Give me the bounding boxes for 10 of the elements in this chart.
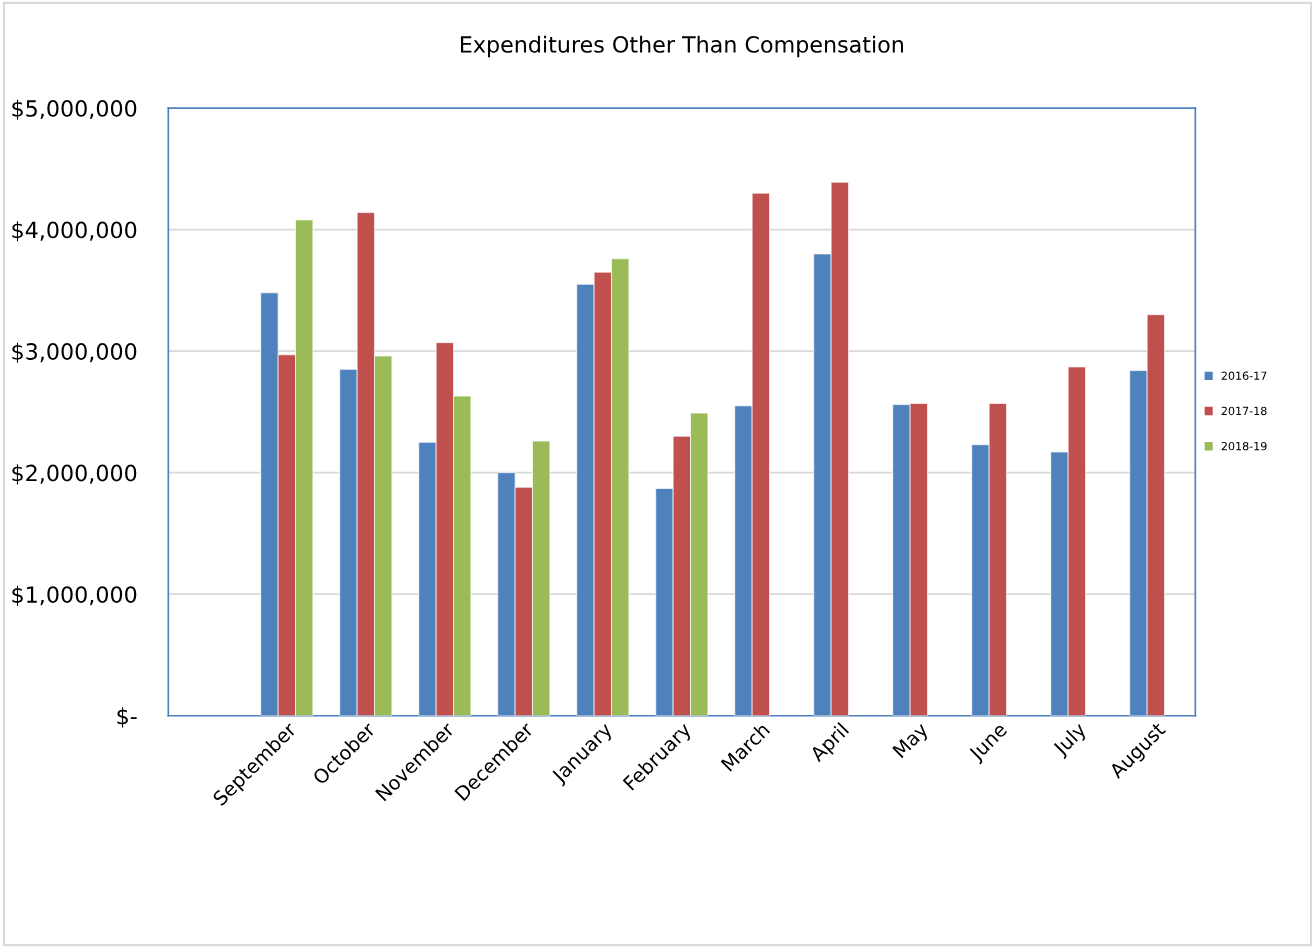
y-tick-label: $5,000,000 <box>12 99 137 120</box>
y-tick-label: $1,000,000 <box>12 585 137 606</box>
y-tick-label: $4,000,000 <box>12 221 137 242</box>
y-tick-label: $2,000,000 <box>12 464 137 485</box>
legend-label: 2017-18 <box>1221 406 1267 416</box>
legend-label: 2018-19 <box>1221 441 1267 451</box>
y-tick-label: $3,000,000 <box>12 342 137 363</box>
legend-label: 2016-17 <box>1221 371 1267 380</box>
y-tick-label: $- <box>117 707 137 728</box>
chart-title: Expenditures Other Than Compensation <box>460 35 903 58</box>
